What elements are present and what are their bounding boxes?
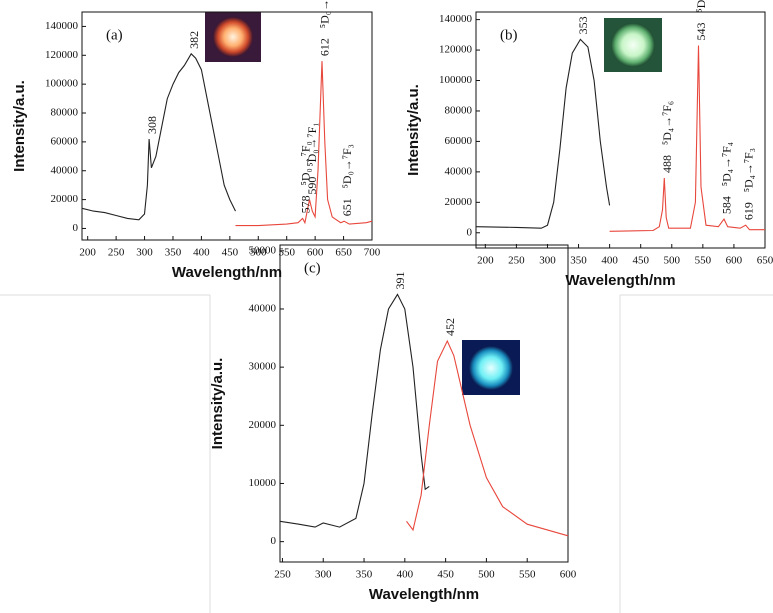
transition-label: ⁵D₄→⁷F₃ — [741, 148, 755, 192]
peak-label: 651 — [340, 198, 354, 216]
y-tick-label: 100000 — [439, 74, 473, 86]
x-tick-label: 250 — [274, 569, 291, 581]
y-tick-label: 40000 — [51, 164, 79, 176]
peak-label: 584 — [720, 196, 734, 214]
x-tick-label: 400 — [193, 247, 210, 259]
x-tick-label: 250 — [108, 247, 125, 259]
y-tick-label: 60000 — [445, 135, 473, 147]
x-tick-label: 450 — [437, 569, 454, 581]
peak-label: 353 — [576, 16, 590, 34]
x-tick-label: 600 — [726, 255, 743, 267]
y-tick-label: 20000 — [249, 419, 277, 431]
spectrum-line — [475, 38, 611, 229]
x-tick-label: 700 — [364, 247, 381, 259]
spectrum-line — [609, 45, 765, 232]
y-tick-label: 140000 — [439, 13, 473, 25]
y-tick-label: 80000 — [51, 107, 79, 119]
peak-label: 382 — [187, 31, 201, 49]
x-tick-label: 600 — [307, 247, 324, 259]
y-axis-label: Intensity/a.u. — [11, 80, 28, 172]
y-tick-label: 120000 — [45, 49, 79, 61]
y-tick-label: 10000 — [249, 477, 277, 489]
x-tick-label: 450 — [222, 247, 239, 259]
x-tick-label: 500 — [250, 247, 267, 259]
peak-label: 488 — [660, 155, 674, 173]
x-tick-label: 400 — [601, 255, 618, 267]
y-tick-label: 40000 — [249, 303, 277, 315]
x-tick-label: 300 — [315, 569, 332, 581]
peak-label: 452 — [443, 318, 457, 336]
transition-label: ⁵D₀→⁷F₂ — [318, 0, 332, 28]
x-tick-label: 200 — [79, 247, 96, 259]
x-tick-label: 550 — [519, 569, 536, 581]
peak-label: 590 — [305, 177, 319, 195]
transition-label: ⁵D₄→⁷F₅ — [694, 0, 708, 12]
y-tick-label: 0 — [467, 226, 473, 238]
y-axis-label: Intensity/a.u. — [209, 358, 226, 450]
y-tick-label: 140000 — [45, 20, 79, 32]
peak-label: 308 — [145, 116, 159, 134]
panel-label: (a) — [106, 27, 123, 43]
peak-label: 619 — [741, 202, 755, 220]
x-tick-label: 450 — [632, 255, 649, 267]
x-tick-label: 350 — [165, 247, 182, 259]
x-tick-label: 550 — [278, 247, 295, 259]
spectrum-line — [406, 339, 569, 537]
x-tick-label: 300 — [136, 247, 153, 259]
peak-label: 391 — [393, 271, 407, 289]
x-tick-label: 350 — [570, 255, 587, 267]
y-tick-label: 20000 — [445, 196, 473, 208]
transition-label: ⁵D₀→⁷F₁ — [305, 123, 319, 167]
x-tick-label: 350 — [356, 569, 373, 581]
spectrum-line — [81, 52, 236, 221]
x-tick-label: 250 — [508, 255, 525, 267]
x-axis-label: Wavelength/nm — [369, 586, 479, 603]
x-tick-label: 400 — [397, 569, 414, 581]
x-tick-label: 600 — [560, 569, 577, 581]
panel-label: (b) — [500, 27, 518, 43]
y-axis-label: Intensity/a.u. — [405, 84, 422, 176]
spectrum-line — [279, 293, 430, 528]
y-tick-label: 120000 — [439, 44, 473, 56]
peak-label: 612 — [318, 38, 332, 56]
y-tick-label: 30000 — [249, 361, 277, 373]
x-tick-label: 650 — [335, 247, 352, 259]
y-tick-label: 0 — [271, 535, 277, 547]
spectrum-line — [235, 61, 373, 227]
y-tick-label: 20000 — [51, 193, 79, 205]
y-tick-label: 40000 — [445, 165, 473, 177]
inset-photo — [205, 12, 261, 62]
peak-label: 578 — [298, 195, 312, 213]
x-tick-label: 650 — [757, 255, 773, 267]
y-tick-label: 60000 — [51, 135, 79, 147]
x-tick-label: 300 — [539, 255, 556, 267]
transition-label: ⁵D₄→⁷F₆ — [660, 101, 674, 145]
x-axis-label: Wavelength/nm — [565, 272, 675, 289]
x-tick-label: 200 — [477, 255, 494, 267]
transition-label: ⁵D₄→⁷F₄ — [720, 142, 734, 186]
y-tick-label: 50000 — [249, 244, 277, 256]
inset-photo — [462, 340, 520, 395]
transition-label: ⁵D₀→⁷F₀ — [298, 141, 312, 185]
plot-frame — [475, 11, 766, 249]
x-tick-label: 500 — [664, 255, 681, 267]
plot-frame — [81, 11, 373, 241]
inset-photo — [604, 18, 662, 72]
panel-label: (c) — [304, 260, 321, 276]
transition-label: ⁵D₀→⁷F₃ — [340, 144, 354, 188]
peak-label: 543 — [694, 22, 708, 40]
y-tick-label: 100000 — [45, 78, 79, 90]
x-tick-label: 500 — [478, 569, 495, 581]
x-axis-label: Wavelength/nm — [172, 264, 282, 281]
x-tick-label: 550 — [695, 255, 712, 267]
y-tick-label: 0 — [73, 222, 79, 234]
plot-frame — [279, 244, 569, 563]
y-tick-label: 80000 — [445, 104, 473, 116]
